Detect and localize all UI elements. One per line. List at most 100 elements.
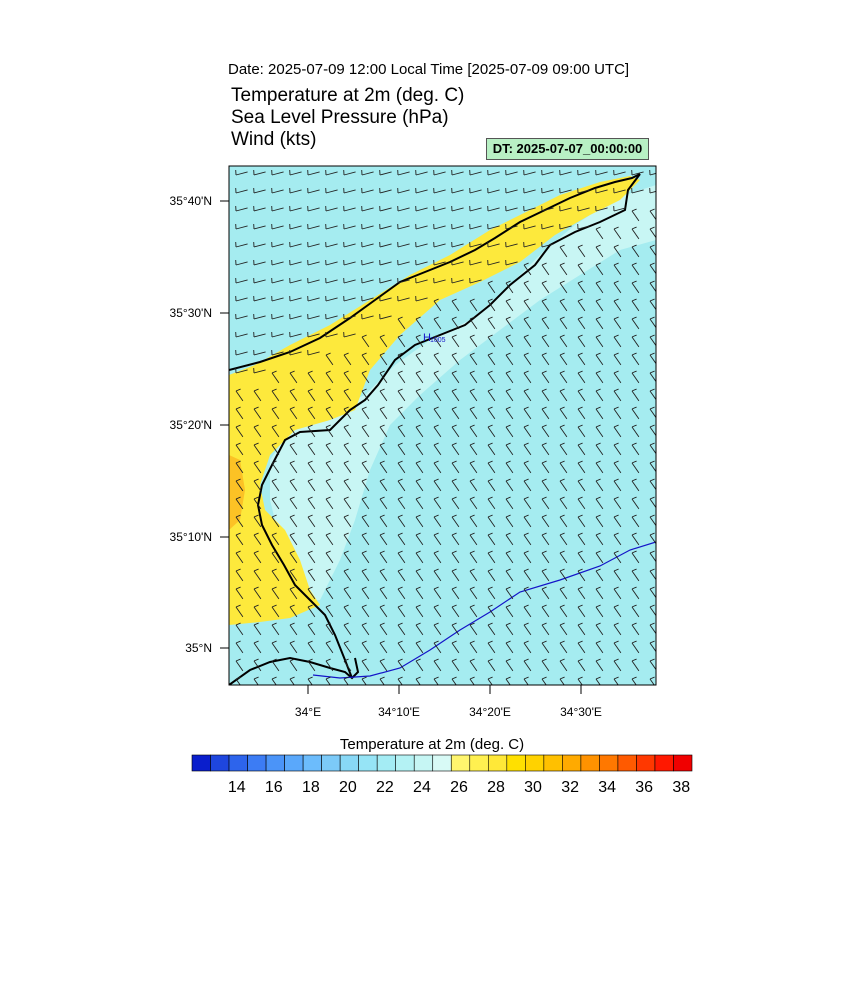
- colorbar-swatch: [265, 754, 285, 772]
- wind-barb: [613, 408, 622, 420]
- wind-barb-flag: [235, 532, 241, 536]
- wind-barb-flag: [289, 496, 295, 500]
- wind-barb: [343, 660, 352, 672]
- wind-barb: [271, 390, 280, 402]
- wind-barb: [487, 207, 500, 212]
- lat-tick-label: 35°40'N: [170, 194, 212, 208]
- wind-barb-flag: [613, 334, 619, 338]
- wind-barb: [595, 480, 604, 492]
- wind-barb: [487, 660, 496, 672]
- wind-barb-flag: [631, 676, 637, 680]
- wind-barb: [289, 552, 298, 564]
- map-field: [229, 166, 656, 685]
- wind-barb: [469, 588, 478, 600]
- wind-barb-flag: [433, 298, 439, 302]
- wind-barb: [307, 261, 320, 266]
- wind-barb-flag: [415, 532, 421, 536]
- wind-barb: [523, 300, 532, 312]
- wind-barb: [523, 552, 532, 564]
- wind-barb-flag: [613, 658, 619, 662]
- wind-barb-flag: [523, 568, 529, 572]
- wind-barb-flag: [505, 658, 511, 662]
- wind-barb-flag: [361, 352, 367, 356]
- wind-barb: [397, 534, 406, 546]
- colorbar-label: 38: [672, 779, 691, 796]
- wind-barb: [631, 588, 640, 600]
- wind-barb: [271, 588, 280, 600]
- wind-barb-flag: [559, 370, 565, 374]
- wind-barb: [289, 498, 298, 510]
- wind-barb-flag: [235, 550, 241, 554]
- wind-barb-flag: [379, 550, 385, 554]
- wind-barb-flag: [631, 388, 637, 392]
- wind-barb: [541, 480, 550, 492]
- lon-axis: 34°E 34°10'E 34°20'E 34°30'E: [295, 685, 602, 719]
- wind-barb-flag: [541, 478, 547, 482]
- wind-barb-flag: [343, 604, 349, 608]
- wind-barb-flag: [469, 586, 475, 590]
- wind-barb-flag: [307, 388, 313, 392]
- wind-barb: [253, 390, 262, 402]
- wind-barb: [289, 297, 302, 302]
- wind-barb: [469, 498, 478, 510]
- wind-barb-flag: [325, 478, 331, 482]
- wind-barb-flag: [325, 550, 331, 554]
- wind-barb-flag: [523, 604, 529, 608]
- wind-barb-flag: [289, 532, 295, 536]
- wind-barb-flag: [505, 640, 511, 644]
- wind-barb-flag: [523, 442, 529, 446]
- wind-barb: [379, 408, 388, 420]
- wind-barb-flag: [577, 460, 583, 464]
- wind-barb: [343, 462, 352, 474]
- wind-barb: [487, 462, 496, 474]
- wind-barb-flag: [631, 640, 637, 644]
- wind-barb-flag: [649, 316, 655, 320]
- wind-barb: [505, 300, 514, 312]
- wind-barb-flag: [451, 406, 457, 410]
- wind-barb-flag: [451, 604, 457, 608]
- wind-barb-flag: [595, 586, 601, 590]
- wind-barb-flag: [361, 370, 367, 374]
- wind-barb-flag: [415, 352, 421, 356]
- wind-barb-flag: [271, 658, 277, 662]
- wind-barb-flag: [595, 262, 601, 266]
- date-line: Date: 2025-07-09 12:00 Local Time [2025-…: [228, 61, 630, 78]
- lon-tick-label: 34°10'E: [378, 705, 420, 719]
- wind-barb-flag: [289, 640, 295, 644]
- wind-barb-flag: [559, 532, 565, 536]
- wind-barb-flag: [541, 262, 547, 266]
- wind-barb-flag: [235, 676, 241, 680]
- wind-barb: [559, 225, 572, 230]
- wind-barb: [631, 372, 640, 384]
- wind-barb: [523, 318, 532, 330]
- wind-barb: [361, 315, 374, 320]
- wind-barb: [523, 480, 532, 492]
- wind-barb: [631, 189, 644, 194]
- wind-barb: [271, 660, 280, 672]
- wind-barb: [289, 171, 302, 176]
- wind-barb: [469, 426, 478, 438]
- wind-barb: [487, 498, 496, 510]
- wind-barb-flag: [343, 640, 349, 644]
- wind-barb-flag: [325, 640, 331, 644]
- wind-barb: [271, 444, 280, 456]
- wind-barb: [325, 372, 334, 384]
- wind-barb-flag: [577, 406, 583, 410]
- wind-barb: [307, 207, 320, 212]
- wind-barb: [523, 678, 529, 685]
- wind-barb: [451, 570, 460, 582]
- wind-barb: [235, 390, 244, 402]
- wind-barb: [361, 534, 370, 546]
- wind-barb: [469, 318, 478, 330]
- wind-barb: [433, 243, 446, 248]
- wind-barb: [325, 480, 334, 492]
- wind-barb-flag: [415, 424, 421, 428]
- wind-barb: [253, 444, 262, 456]
- wind-barb-flag: [487, 316, 493, 320]
- wind-barb: [397, 660, 406, 672]
- wind-barb: [613, 390, 622, 402]
- wind-barb-flag: [649, 442, 655, 446]
- wind-barb-flag: [379, 442, 385, 446]
- wind-barb: [631, 228, 640, 240]
- wind-barb: [613, 372, 622, 384]
